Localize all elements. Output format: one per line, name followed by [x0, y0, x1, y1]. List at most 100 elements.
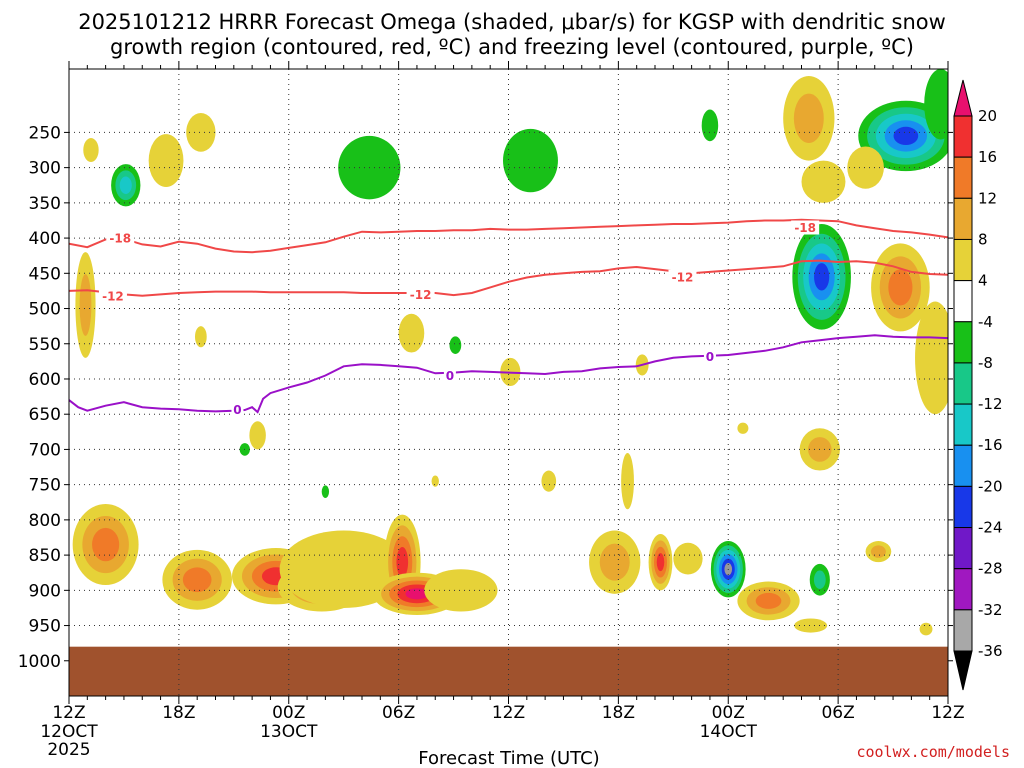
omega-colorbar: 20 16 12 8 4 -4 -8 -12 -16 -20 -24 -28 -32 -36 — [953, 79, 1003, 691]
omega-cell-15-level-2 — [888, 269, 913, 306]
omega-cell-1-level-2 — [119, 176, 132, 194]
omega-cell-45-level-0 — [919, 622, 933, 636]
colorbar-label-9: -20 — [978, 477, 1003, 495]
colorbar-label-11: -28 — [978, 560, 1003, 578]
omega-cell-5-level-0 — [194, 326, 207, 348]
y-tick-label-950: 950 — [29, 617, 61, 637]
omega-cell-25-level-0 — [431, 475, 439, 487]
omega-cell-36-level-0 — [621, 452, 634, 510]
x-tick-label-6: 18Z — [162, 703, 195, 723]
omega-cell-21-level-0 — [737, 422, 749, 434]
colorbar-swatch-11 — [953, 527, 973, 570]
omega-cell-37-level-3 — [656, 553, 665, 572]
credit-link[interactable]: coolwx.com/models — [856, 743, 1010, 761]
y-tick-label-250: 250 — [29, 123, 61, 143]
contour-label-bg-minus-12-1 — [406, 287, 435, 302]
y-tick-label-450: 450 — [29, 264, 61, 284]
omega-cell-2-level-0 — [148, 134, 184, 188]
x-date-label-0: 12OCT — [40, 722, 98, 742]
contour-label-minus-12-1: -12 — [410, 288, 432, 302]
omega-cell-0-level-0 — [83, 138, 99, 162]
omega-cell-27-level-2 — [182, 567, 212, 593]
omega-cell-41-level-0 — [794, 618, 828, 633]
x-tick-label-42: 06Z — [821, 703, 854, 723]
x-tick-label-18: 06Z — [382, 703, 415, 723]
contour-label-zero-2: 0 — [706, 350, 714, 364]
omega-cell-7-level-0 — [503, 128, 558, 193]
x-tick-label-36: 00Z — [712, 703, 745, 723]
x-axis-title: Forecast Time (UTC) — [418, 748, 599, 768]
colorbar-label-4: 4 — [978, 272, 988, 290]
colorbar-label-0: 20 — [978, 107, 997, 125]
omega-cell-10-level-0 — [801, 160, 846, 203]
colorbar-swatch-2 — [953, 156, 973, 199]
colorbar-swatch-8 — [953, 403, 973, 446]
time-axis: 12Z 18Z 00Z 06Z 12Z 18Z 00Z 06Z 12Z12OCT202513OC… — [40, 61, 965, 760]
x-date-label-1: 13OCT — [260, 722, 318, 742]
contour-label-bg-minus-12-0 — [98, 288, 127, 303]
y-tick-label-300: 300 — [29, 159, 61, 179]
y-tick-label-500: 500 — [29, 300, 61, 320]
omega-cell-40-level-2 — [755, 592, 782, 609]
contour-layer: -18 -18 -12 -12 -12 0 0 0 — [69, 218, 948, 417]
colorbar-swatch-6 — [953, 321, 973, 364]
contour-label-minus-18-1: -18 — [794, 221, 816, 235]
omega-cell-17-level-0 — [398, 313, 425, 353]
omega-cell-33-level-0 — [424, 569, 498, 612]
y-tick-label-550: 550 — [29, 335, 61, 355]
x-tick-label-24: 12Z — [492, 703, 525, 723]
x-tick-label-30: 18Z — [602, 703, 635, 723]
contour-label-bg-zero-1 — [443, 368, 456, 383]
colorbar-swatch-7 — [953, 362, 973, 405]
x-year-label-0: 2025 — [47, 740, 90, 760]
omega-cell-14-level-4 — [814, 263, 830, 291]
omega-cell-24-level-0 — [321, 485, 330, 499]
colorbar-swatch-4 — [953, 238, 973, 282]
contour-label-minus-12-2: -12 — [672, 270, 694, 284]
colorbar-swatch-9 — [953, 444, 973, 487]
contour-label-bg-zero-0 — [231, 402, 244, 417]
colorbar-label-10: -24 — [978, 519, 1003, 537]
y-tick-label-850: 850 — [29, 546, 61, 566]
omega-cell-44-level-1 — [870, 545, 886, 558]
contour-label-minus-12-0: -12 — [102, 289, 124, 303]
colorbar-swatch-3 — [953, 197, 973, 240]
contour-label-minus-18-0: -18 — [109, 232, 131, 246]
y-tick-label-700: 700 — [29, 440, 61, 460]
omega-cell-8-level-0 — [701, 109, 719, 142]
x-tick-label-12: 00Z — [272, 703, 305, 723]
y-tick-label-750: 750 — [29, 476, 61, 496]
contour-label-bg-zero-2 — [703, 349, 716, 364]
omega-cell-32-level-4 — [405, 588, 429, 600]
omega-cell-34-level-0 — [541, 470, 557, 492]
colorbar-swatch-12 — [953, 568, 973, 611]
omega-cell-3-level-0 — [186, 113, 216, 152]
omega-cell-31-level-3 — [396, 547, 409, 578]
y-tick-label-800: 800 — [29, 511, 61, 531]
contour-label-zero-1: 0 — [446, 369, 454, 383]
omega-cell-26-level-2 — [92, 527, 120, 562]
colorbar-swatch-5 — [953, 280, 973, 323]
y-tick-label-1000: 1000 — [18, 652, 61, 672]
omega-cell-16-level-0 — [915, 301, 948, 415]
colorbar-swatch-10 — [953, 485, 973, 529]
omega-cell-35-level-1 — [599, 543, 630, 581]
omega-cell-23-level-0 — [249, 421, 266, 450]
pressure-axis: 250 300 350 400 450 500 550 600 650 700 750 800 850 9… — [18, 123, 953, 672]
y-tick-label-350: 350 — [29, 194, 61, 214]
omega-cell-39-level-0 — [673, 542, 703, 575]
colorbar-arrow-bottom — [953, 650, 973, 691]
contour-label-bg-minus-12-2 — [668, 269, 697, 284]
colorbar-label-3: 8 — [978, 230, 988, 248]
omega-cell-9-level-1 — [793, 93, 824, 143]
omega-cell-4-level-1 — [79, 274, 92, 336]
colorbar-label-1: 16 — [978, 148, 997, 166]
colorbar-label-12: -32 — [978, 601, 1003, 619]
omega-cell-43-level-1 — [813, 570, 826, 590]
contour-line-minus-12 — [69, 259, 948, 297]
omega-cell-18-level-0 — [449, 336, 462, 354]
colorbar-swatch-13 — [953, 609, 973, 652]
omega-shading-layer — [72, 69, 948, 636]
omega-cell-12-level-0 — [924, 69, 948, 140]
